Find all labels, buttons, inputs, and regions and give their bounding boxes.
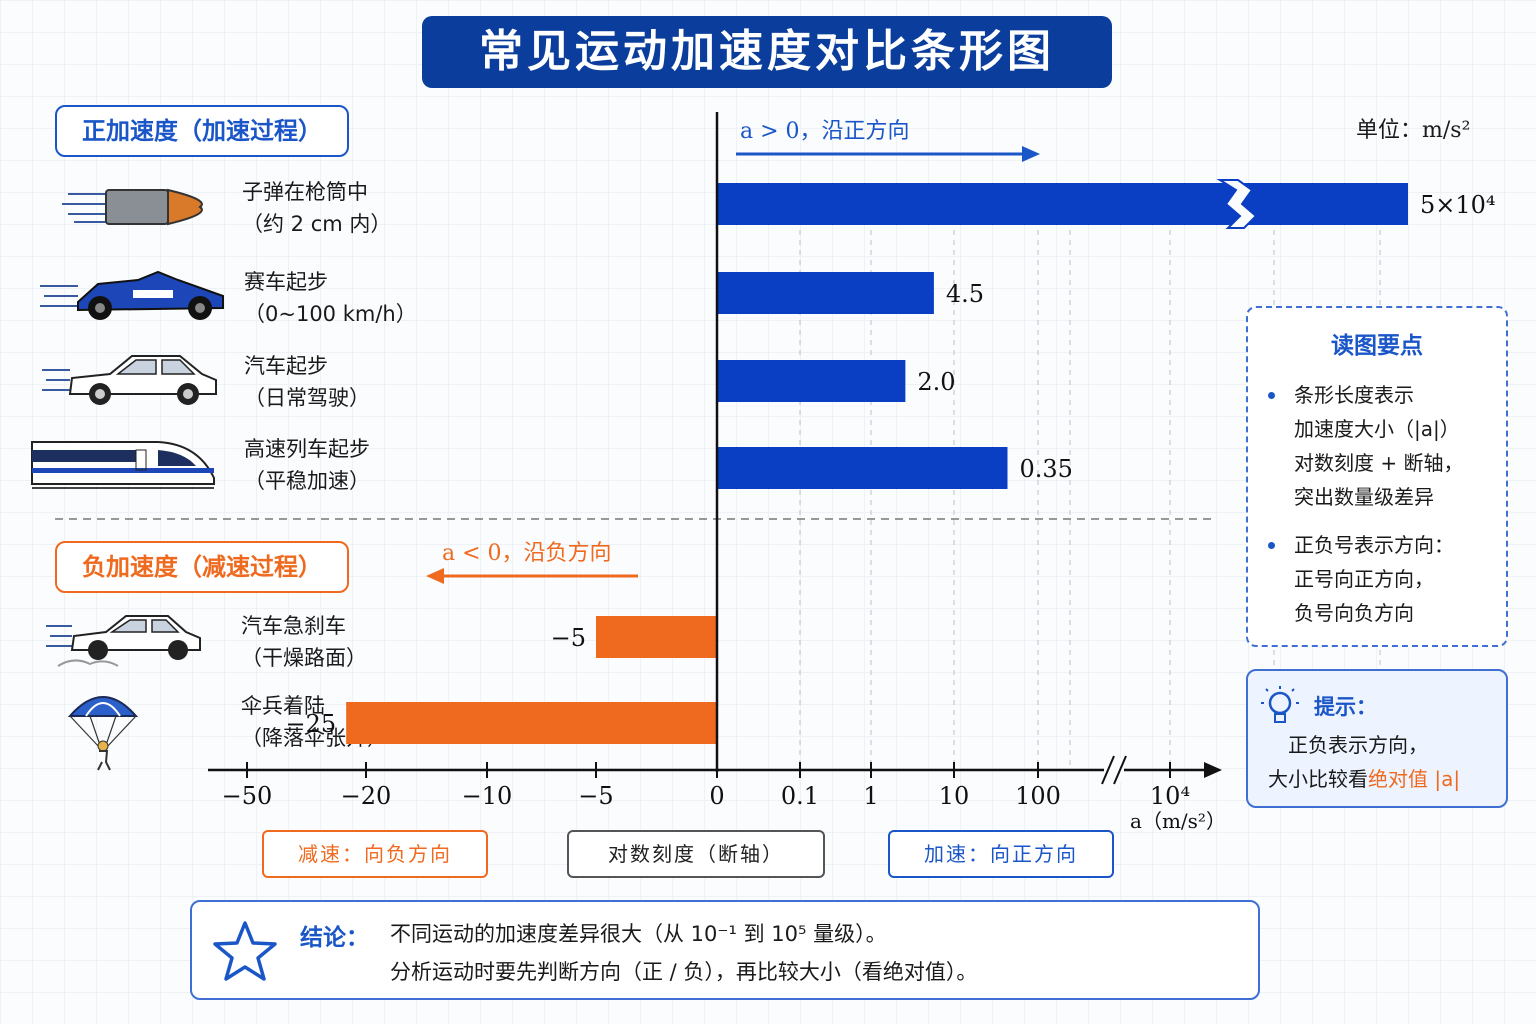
bar (717, 183, 1408, 225)
acceleration-pill: 加速：向正方向 (888, 830, 1114, 878)
x-tick-label: 0 (709, 782, 724, 810)
hint-highlight: 绝对值 |a| (1368, 767, 1461, 791)
item-label-train: 高速列车起步 （平稳加速） (244, 433, 370, 497)
tip-item: 条形长度表示 加速度大小（|a|） 对数刻度 + 断轴， 突出数量级差异 (1268, 378, 1488, 514)
x-tick-label: −20 (341, 782, 392, 810)
log-scale-pill: 对数刻度（断轴） (567, 830, 825, 878)
deceleration-pill: 减速：向负方向 (262, 830, 488, 878)
item-name: 汽车急刹车 (241, 614, 346, 638)
conclusion-line1: 不同运动的加速度差异很大（从 10⁻¹ 到 10⁵ 量级）。 (390, 922, 887, 946)
star-icon (213, 921, 277, 981)
item-note: （平稳加速） (244, 469, 370, 493)
positive-section-label: 正加速度（加速过程） (55, 105, 349, 157)
x-tick-label: 100 (1015, 782, 1061, 810)
data-label: 5×10⁴ (1420, 191, 1496, 219)
item-name: 高速列车起步 (244, 437, 370, 461)
item-note: （0~100 km/h） (244, 302, 417, 326)
item-note: （约 2 cm 内） (242, 212, 392, 236)
negative-arrow-head (426, 568, 444, 584)
bar (717, 272, 934, 314)
bar-break-mark (1216, 179, 1258, 229)
parachute-icon (67, 696, 139, 771)
tip-item: 正负号表示方向： 正号向正方向， 负号向负方向 (1268, 528, 1488, 630)
braking-car-icon (46, 615, 201, 667)
item-note: （干燥路面） (241, 646, 367, 670)
data-label: 2.0 (917, 368, 955, 396)
bullet-dot-icon (1268, 542, 1275, 549)
axis-break-mark (1113, 755, 1127, 785)
bullet-dot-icon (1268, 392, 1275, 399)
conclusion-box: 结论： 不同运动的加速度差异很大（从 10⁻¹ 到 10⁵ 量级）。 分析运动时… (190, 900, 1260, 1000)
axis-break-mark (1101, 755, 1115, 785)
item-label-braking-car: 汽车急刹车 （干燥路面） (241, 610, 367, 674)
x-tick-label: −10 (462, 782, 513, 810)
bar (717, 447, 1008, 489)
item-name: 子弹在枪筒中 (242, 180, 368, 204)
positive-direction-label: a > 0，沿正方向 (740, 119, 910, 144)
data-label: 0.35 (1020, 455, 1073, 483)
conclusion-line2: 分析运动时要先判断方向（正 / 负），再比较大小（看绝对值）。 (390, 960, 978, 984)
x-tick-label: 10 (939, 782, 970, 810)
negative-section-label: 负加速度（减速过程） (55, 541, 349, 593)
bar (596, 616, 717, 658)
item-name: 伞兵着陆 (241, 694, 325, 718)
x-tick-label: 0.1 (781, 782, 819, 810)
x-axis-arrow (1204, 762, 1222, 778)
reading-tips-box: 读图要点 条形长度表示 加速度大小（|a|） 对数刻度 + 断轴， 突出数量级差… (1246, 306, 1508, 647)
item-name: 汽车起步 (244, 354, 328, 378)
bar (717, 360, 906, 402)
bar (346, 702, 717, 744)
negative-direction-label: a < 0，沿负方向 (442, 541, 612, 566)
unit-label: 单位：m/s² (1356, 118, 1471, 143)
x-axis-label: a（m/s²） (1130, 809, 1226, 833)
conclusion-label: 结论： (300, 925, 369, 951)
hint-box: 提示： 正负表示方向， 大小比较看绝对值 |a| (1246, 669, 1508, 808)
item-note: （日常驾驶） (244, 386, 370, 410)
data-label: −5 (551, 624, 586, 652)
item-label-bullet: 子弹在枪筒中 （约 2 cm 内） (242, 176, 391, 240)
tips-title: 读图要点 (1331, 333, 1423, 359)
data-label: 4.5 (946, 280, 984, 308)
car-icon (42, 355, 217, 405)
hint-line2: 大小比较看绝对值 |a| (1268, 767, 1461, 791)
axis-break-gap (1104, 758, 1124, 782)
page-title: 常见运动加速度对比条形图 (422, 16, 1112, 88)
x-tick-label: 10⁴ (1150, 782, 1190, 810)
positive-arrow-head (1022, 146, 1040, 162)
race-car-icon (40, 270, 224, 320)
item-name: 赛车起步 (244, 270, 328, 294)
bullet-icon (62, 188, 203, 226)
x-tick-label: 1 (863, 782, 878, 810)
lightbulb-icon (1261, 686, 1299, 723)
item-label-car: 汽车起步 （日常驾驶） (244, 350, 370, 414)
x-tick-label: −50 (222, 782, 273, 810)
train-icon (31, 441, 215, 489)
hint-title: 提示： (1314, 695, 1377, 719)
hint-line1: 正负表示方向， (1288, 733, 1428, 757)
data-label: −25 (286, 710, 337, 738)
item-label-race-car: 赛车起步 （0~100 km/h） (244, 266, 417, 330)
x-tick-label: −5 (578, 782, 613, 810)
